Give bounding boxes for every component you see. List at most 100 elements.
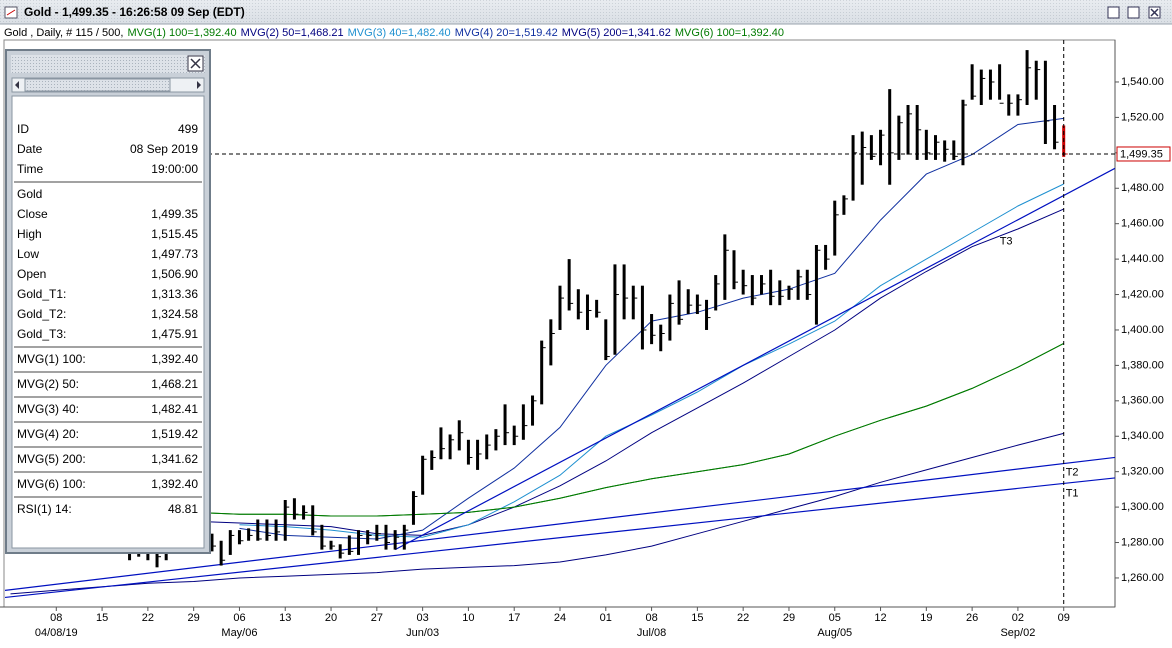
panel-title-bar[interactable] xyxy=(11,55,205,73)
moving-average xyxy=(193,208,1064,536)
x-major-label: Sep/02 xyxy=(1000,627,1035,639)
panel-label: MVG(3) 40: xyxy=(17,402,79,416)
y-tick-label: 1,300.00 xyxy=(1121,501,1164,513)
trendline-label: T3 xyxy=(1000,235,1013,247)
x-tick-label: 06 xyxy=(233,612,245,624)
y-tick-label: 1,320.00 xyxy=(1121,466,1164,478)
x-tick-label: 29 xyxy=(783,612,795,624)
panel-value: 499 xyxy=(178,122,198,136)
trendline-label: T1 xyxy=(1066,487,1079,499)
y-tick-label: 1,260.00 xyxy=(1121,572,1164,584)
panel-close-icon xyxy=(190,58,201,69)
x-tick-label: 22 xyxy=(142,612,154,624)
panel-value: 1,506.90 xyxy=(151,267,198,281)
panel-label: MVG(5) 200: xyxy=(17,452,86,466)
x-major-label: Jul/08 xyxy=(637,627,666,639)
panel-value: 1,497.73 xyxy=(151,247,198,261)
legend-entry: MVG(5) 200=1,341.62 xyxy=(562,27,671,39)
panel-label: High xyxy=(17,227,42,241)
panel-label: Low xyxy=(17,247,39,261)
trendline-label: T2 xyxy=(1066,466,1079,478)
window-controls[interactable] xyxy=(1107,6,1161,19)
moving-average xyxy=(193,342,1064,517)
panel-label: ID xyxy=(17,122,29,136)
x-tick-label: 12 xyxy=(874,612,886,624)
panel-value: 1,468.21 xyxy=(151,377,198,391)
panel-value: 1,519.42 xyxy=(151,427,198,441)
x-major-label: Jun/03 xyxy=(406,627,439,639)
panel-label: MVG(4) 20: xyxy=(17,427,79,441)
maximize-button[interactable] xyxy=(1127,6,1140,19)
x-major-label: May/06 xyxy=(221,627,257,639)
axes: 1,260.00 1,280.00 1,300.00 1,320.00 1,340.00… xyxy=(35,76,1171,639)
x-tick-label: 09 xyxy=(1058,612,1070,624)
panel-value: 08 Sep 2019 xyxy=(130,142,198,156)
x-tick-label: 22 xyxy=(737,612,749,624)
panel-value: 1,482.41 xyxy=(151,402,198,416)
panel-label: Gold_T1: xyxy=(17,287,66,301)
y-tick-label: 1,480.00 xyxy=(1121,182,1164,194)
panel-label: RSI(1) 14: xyxy=(17,502,72,516)
legend-entry: MVG(1) 100=1,392.40 xyxy=(127,27,236,39)
legend-entry: MVG(6) 100=1,392.40 xyxy=(675,27,784,39)
legend-row xyxy=(0,25,1172,40)
window-icon-line xyxy=(6,9,16,16)
panel-value: 1,515.45 xyxy=(151,227,198,241)
window-title: Gold - 1,499.35 - 16:26:58 09 Sep (EDT) xyxy=(24,5,245,19)
y-tick-label: 1,380.00 xyxy=(1121,359,1164,371)
panel-value: 1,392.40 xyxy=(151,352,198,366)
panel-label: MVG(2) 50: xyxy=(17,377,79,391)
panel-value: 1,499.35 xyxy=(151,207,198,221)
x-tick-label: 26 xyxy=(966,612,978,624)
x-tick-label: 05 xyxy=(829,612,841,624)
y-tick-label: 1,520.00 xyxy=(1121,111,1164,123)
y-tick-label: 1,440.00 xyxy=(1121,253,1164,265)
plot xyxy=(5,40,1115,607)
panel-label: Time xyxy=(17,162,44,176)
x-tick-label: 15 xyxy=(96,612,108,624)
x-tick-label: 29 xyxy=(188,612,200,624)
panel-label: Close xyxy=(17,207,48,221)
panel-value: 1,313.36 xyxy=(151,287,198,301)
y-tick-label: 1,280.00 xyxy=(1121,536,1164,548)
scroll-left[interactable] xyxy=(15,81,19,89)
panel-label: Date xyxy=(17,142,43,156)
minimize-button[interactable] xyxy=(1107,6,1120,19)
panel-value: 48.81 xyxy=(168,502,198,516)
scroll-thumb[interactable] xyxy=(24,78,171,92)
x-major-label: Aug/05 xyxy=(817,627,852,639)
panel-label: Gold_T2: xyxy=(17,307,66,321)
x-tick-label: 02 xyxy=(1012,612,1024,624)
panel-value: 1,341.62 xyxy=(151,452,198,466)
x-tick-label: 08 xyxy=(50,612,62,624)
panel-content xyxy=(11,95,205,549)
y-tick-label: 1,360.00 xyxy=(1121,395,1164,407)
y-tick-label: 1,420.00 xyxy=(1121,288,1164,300)
x-tick-label: 24 xyxy=(554,612,566,624)
x-major-label: 04/08/19 xyxy=(35,627,78,639)
price-label: 1,499.35 xyxy=(1120,148,1163,160)
panel-value: 1,475.91 xyxy=(151,327,198,341)
x-tick-label: 08 xyxy=(645,612,657,624)
x-tick-label: 27 xyxy=(371,612,383,624)
scroll-right[interactable] xyxy=(197,81,201,89)
trendline xyxy=(5,456,1115,591)
x-tick-label: 15 xyxy=(691,612,703,624)
close-icon xyxy=(1150,8,1159,17)
x-tick-label: 19 xyxy=(920,612,932,624)
trendline xyxy=(5,477,1115,599)
y-tick-label: 1,340.00 xyxy=(1121,430,1164,442)
y-tick-label: 1,540.00 xyxy=(1121,76,1164,88)
legend-entry: MVG(3) 40=1,482.40 xyxy=(348,27,451,39)
x-tick-label: 10 xyxy=(462,612,474,624)
x-tick-label: 03 xyxy=(416,612,428,624)
panel-value: 1,324.58 xyxy=(151,307,198,321)
x-tick-label: 20 xyxy=(325,612,337,624)
moving-average xyxy=(10,432,1064,595)
info-panel[interactable]: ID 499 Date 08 Sep 2019 Time 19:00:00 Gold Clos… xyxy=(5,49,211,554)
panel-label: Gold_T3: xyxy=(17,327,66,341)
panel-label: MVG(1) 100: xyxy=(17,352,86,366)
x-tick-label: 01 xyxy=(600,612,612,624)
